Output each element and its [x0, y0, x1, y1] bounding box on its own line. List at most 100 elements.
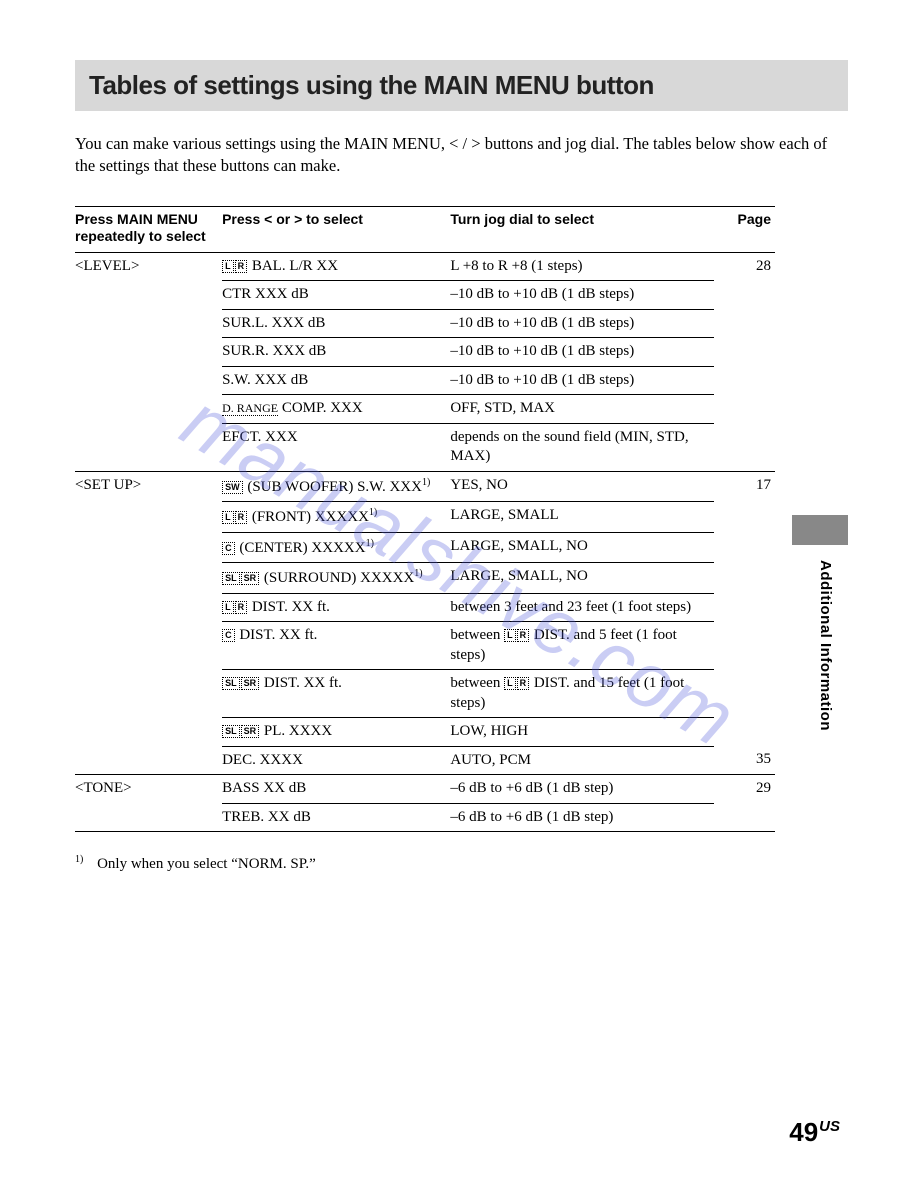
cell-menu	[75, 746, 222, 775]
cell-page	[714, 803, 775, 832]
table-row: DEC. XXXXAUTO, PCM35	[75, 746, 775, 775]
cell-menu	[75, 563, 222, 594]
cell-page: 28	[714, 252, 775, 281]
cell-jog: LARGE, SMALL	[450, 502, 714, 533]
table-row: LR (FRONT) XXXXX1)LARGE, SMALL	[75, 502, 775, 533]
cell-jog: –10 dB to +10 dB (1 dB steps)	[450, 309, 714, 338]
jog-text: LARGE, SMALL, NO	[450, 538, 588, 554]
cell-page	[714, 423, 775, 471]
cell-page: 17	[714, 471, 775, 502]
speaker-icon: SR	[241, 677, 260, 690]
table-row: <LEVEL>LR BAL. L/R XXL +8 to R +8 (1 ste…	[75, 252, 775, 281]
table-row: TREB. XX dB–6 dB to +6 dB (1 dB step)	[75, 803, 775, 832]
speaker-icon: L	[504, 677, 516, 690]
cell-jog: between LR DIST. and 15 feet (1 foot ste…	[450, 670, 714, 718]
col-header-press: Press < or > to select	[222, 206, 450, 252]
press-text: PL. XXXX	[260, 723, 332, 739]
speaker-icon: SW	[222, 481, 243, 494]
cell-press: SLSR (SURROUND) XXXXX1)	[222, 563, 450, 594]
table-row: EFCT. XXX depends on the sound field (MIN…	[75, 423, 775, 471]
speaker-icon: SR	[241, 725, 260, 738]
table-row: SUR.L. XXX dB –10 dB to +10 dB (1 dB step…	[75, 309, 775, 338]
press-text: DIST. XX ft.	[248, 599, 330, 615]
table-row: CTR XXX dB–10 dB to +10 dB (1 dB steps)	[75, 281, 775, 310]
cell-menu: <LEVEL>	[75, 252, 222, 281]
table-row: D. RANGE COMP. XXXOFF, STD, MAX	[75, 395, 775, 424]
jog-text: –6 dB to +6 dB (1 dB step)	[450, 809, 613, 825]
press-text: BAL. L/R XX	[248, 258, 338, 274]
cell-jog: between 3 feet and 23 feet (1 foot steps…	[450, 593, 714, 622]
cell-press: C (CENTER) XXXXX1)	[222, 532, 450, 563]
side-tab	[792, 515, 848, 545]
press-text: EFCT. XXX	[222, 429, 298, 445]
cell-page	[714, 670, 775, 718]
cell-jog: YES, NO	[450, 471, 714, 502]
cell-press: C DIST. XX ft.	[222, 622, 450, 670]
jog-text: –10 dB to +10 dB (1 dB steps)	[450, 286, 634, 302]
cell-menu	[75, 718, 222, 747]
cell-page	[714, 593, 775, 622]
table-row: <SET UP>SW (SUB WOOFER) S.W. XXX1)YES, N…	[75, 471, 775, 502]
cell-menu	[75, 670, 222, 718]
jog-text: –10 dB to +10 dB (1 dB steps)	[450, 372, 634, 388]
cell-page	[714, 718, 775, 747]
superscript: 1)	[422, 477, 430, 488]
cell-menu	[75, 593, 222, 622]
cell-press: SUR.L. XXX dB	[222, 309, 450, 338]
cell-press: CTR XXX dB	[222, 281, 450, 310]
press-text: SUR.L. XXX dB	[222, 315, 325, 331]
cell-page	[714, 395, 775, 424]
cell-jog: LARGE, SMALL, NO	[450, 532, 714, 563]
jog-text: –6 dB to +6 dB (1 dB step)	[450, 780, 613, 796]
cell-jog: –10 dB to +10 dB (1 dB steps)	[450, 338, 714, 367]
cell-press: SW (SUB WOOFER) S.W. XXX1)	[222, 471, 450, 502]
cell-menu: <SET UP>	[75, 471, 222, 502]
press-text: DIST. XX ft.	[236, 627, 318, 643]
table-row: LR DIST. XX ft.between 3 feet and 23 fee…	[75, 593, 775, 622]
cell-menu	[75, 622, 222, 670]
cell-jog: L +8 to R +8 (1 steps)	[450, 252, 714, 281]
table-row: C DIST. XX ft.between LR DIST. and 5 fee…	[75, 622, 775, 670]
table-row: <TONE>BASS XX dB–6 dB to +6 dB (1 dB ste…	[75, 775, 775, 804]
press-text: (FRONT) XXXXX	[248, 509, 369, 525]
superscript: 1)	[366, 538, 374, 549]
jog-text: OFF, STD, MAX	[450, 400, 555, 416]
jog-text: –10 dB to +10 dB (1 dB steps)	[450, 343, 634, 359]
jog-text: AUTO, PCM	[450, 752, 531, 768]
cell-jog: LOW, HIGH	[450, 718, 714, 747]
cell-menu	[75, 502, 222, 533]
table-header: Press MAIN MENU repeatedly to select Pre…	[75, 206, 775, 252]
press-text: (SURROUND) XXXXX	[260, 570, 414, 586]
press-text: (CENTER) XXXXX	[236, 540, 366, 556]
cell-page	[714, 281, 775, 310]
jog-text: LARGE, SMALL, NO	[450, 568, 588, 584]
press-text: SUR.R. XXX dB	[222, 343, 326, 359]
cell-menu	[75, 366, 222, 395]
cell-menu	[75, 532, 222, 563]
superscript: 1)	[414, 568, 422, 579]
cell-jog: –10 dB to +10 dB (1 dB steps)	[450, 281, 714, 310]
jog-text: L +8 to R +8 (1 steps)	[450, 258, 582, 274]
cell-menu	[75, 281, 222, 310]
cell-jog: –6 dB to +6 dB (1 dB step)	[450, 803, 714, 832]
cell-press: SLSR PL. XXXX	[222, 718, 450, 747]
cell-page	[714, 563, 775, 594]
press-text: (SUB WOOFER) S.W. XXX	[244, 479, 422, 495]
settings-table: Press MAIN MENU repeatedly to select Pre…	[75, 206, 775, 833]
cell-jog: depends on the sound field (MIN, STD, MA…	[450, 423, 714, 471]
press-text: S.W. XXX dB	[222, 372, 308, 388]
cell-menu	[75, 395, 222, 424]
cell-page	[714, 532, 775, 563]
speaker-icon: SL	[222, 677, 240, 690]
col-header-menu: Press MAIN MENU repeatedly to select	[75, 206, 222, 252]
jog-text: depends on the sound field (MIN, STD, MA…	[450, 429, 688, 465]
cell-jog: LARGE, SMALL, NO	[450, 563, 714, 594]
footnote-marker: 1)	[75, 854, 83, 865]
speaker-icon: R	[235, 260, 248, 273]
table-row: S.W. XXX dB –10 dB to +10 dB (1 dB steps)	[75, 366, 775, 395]
speaker-icon: L	[504, 629, 516, 642]
cell-page	[714, 622, 775, 670]
cell-press: EFCT. XXX	[222, 423, 450, 471]
cell-page	[714, 502, 775, 533]
jog-text: –10 dB to +10 dB (1 dB steps)	[450, 315, 634, 331]
